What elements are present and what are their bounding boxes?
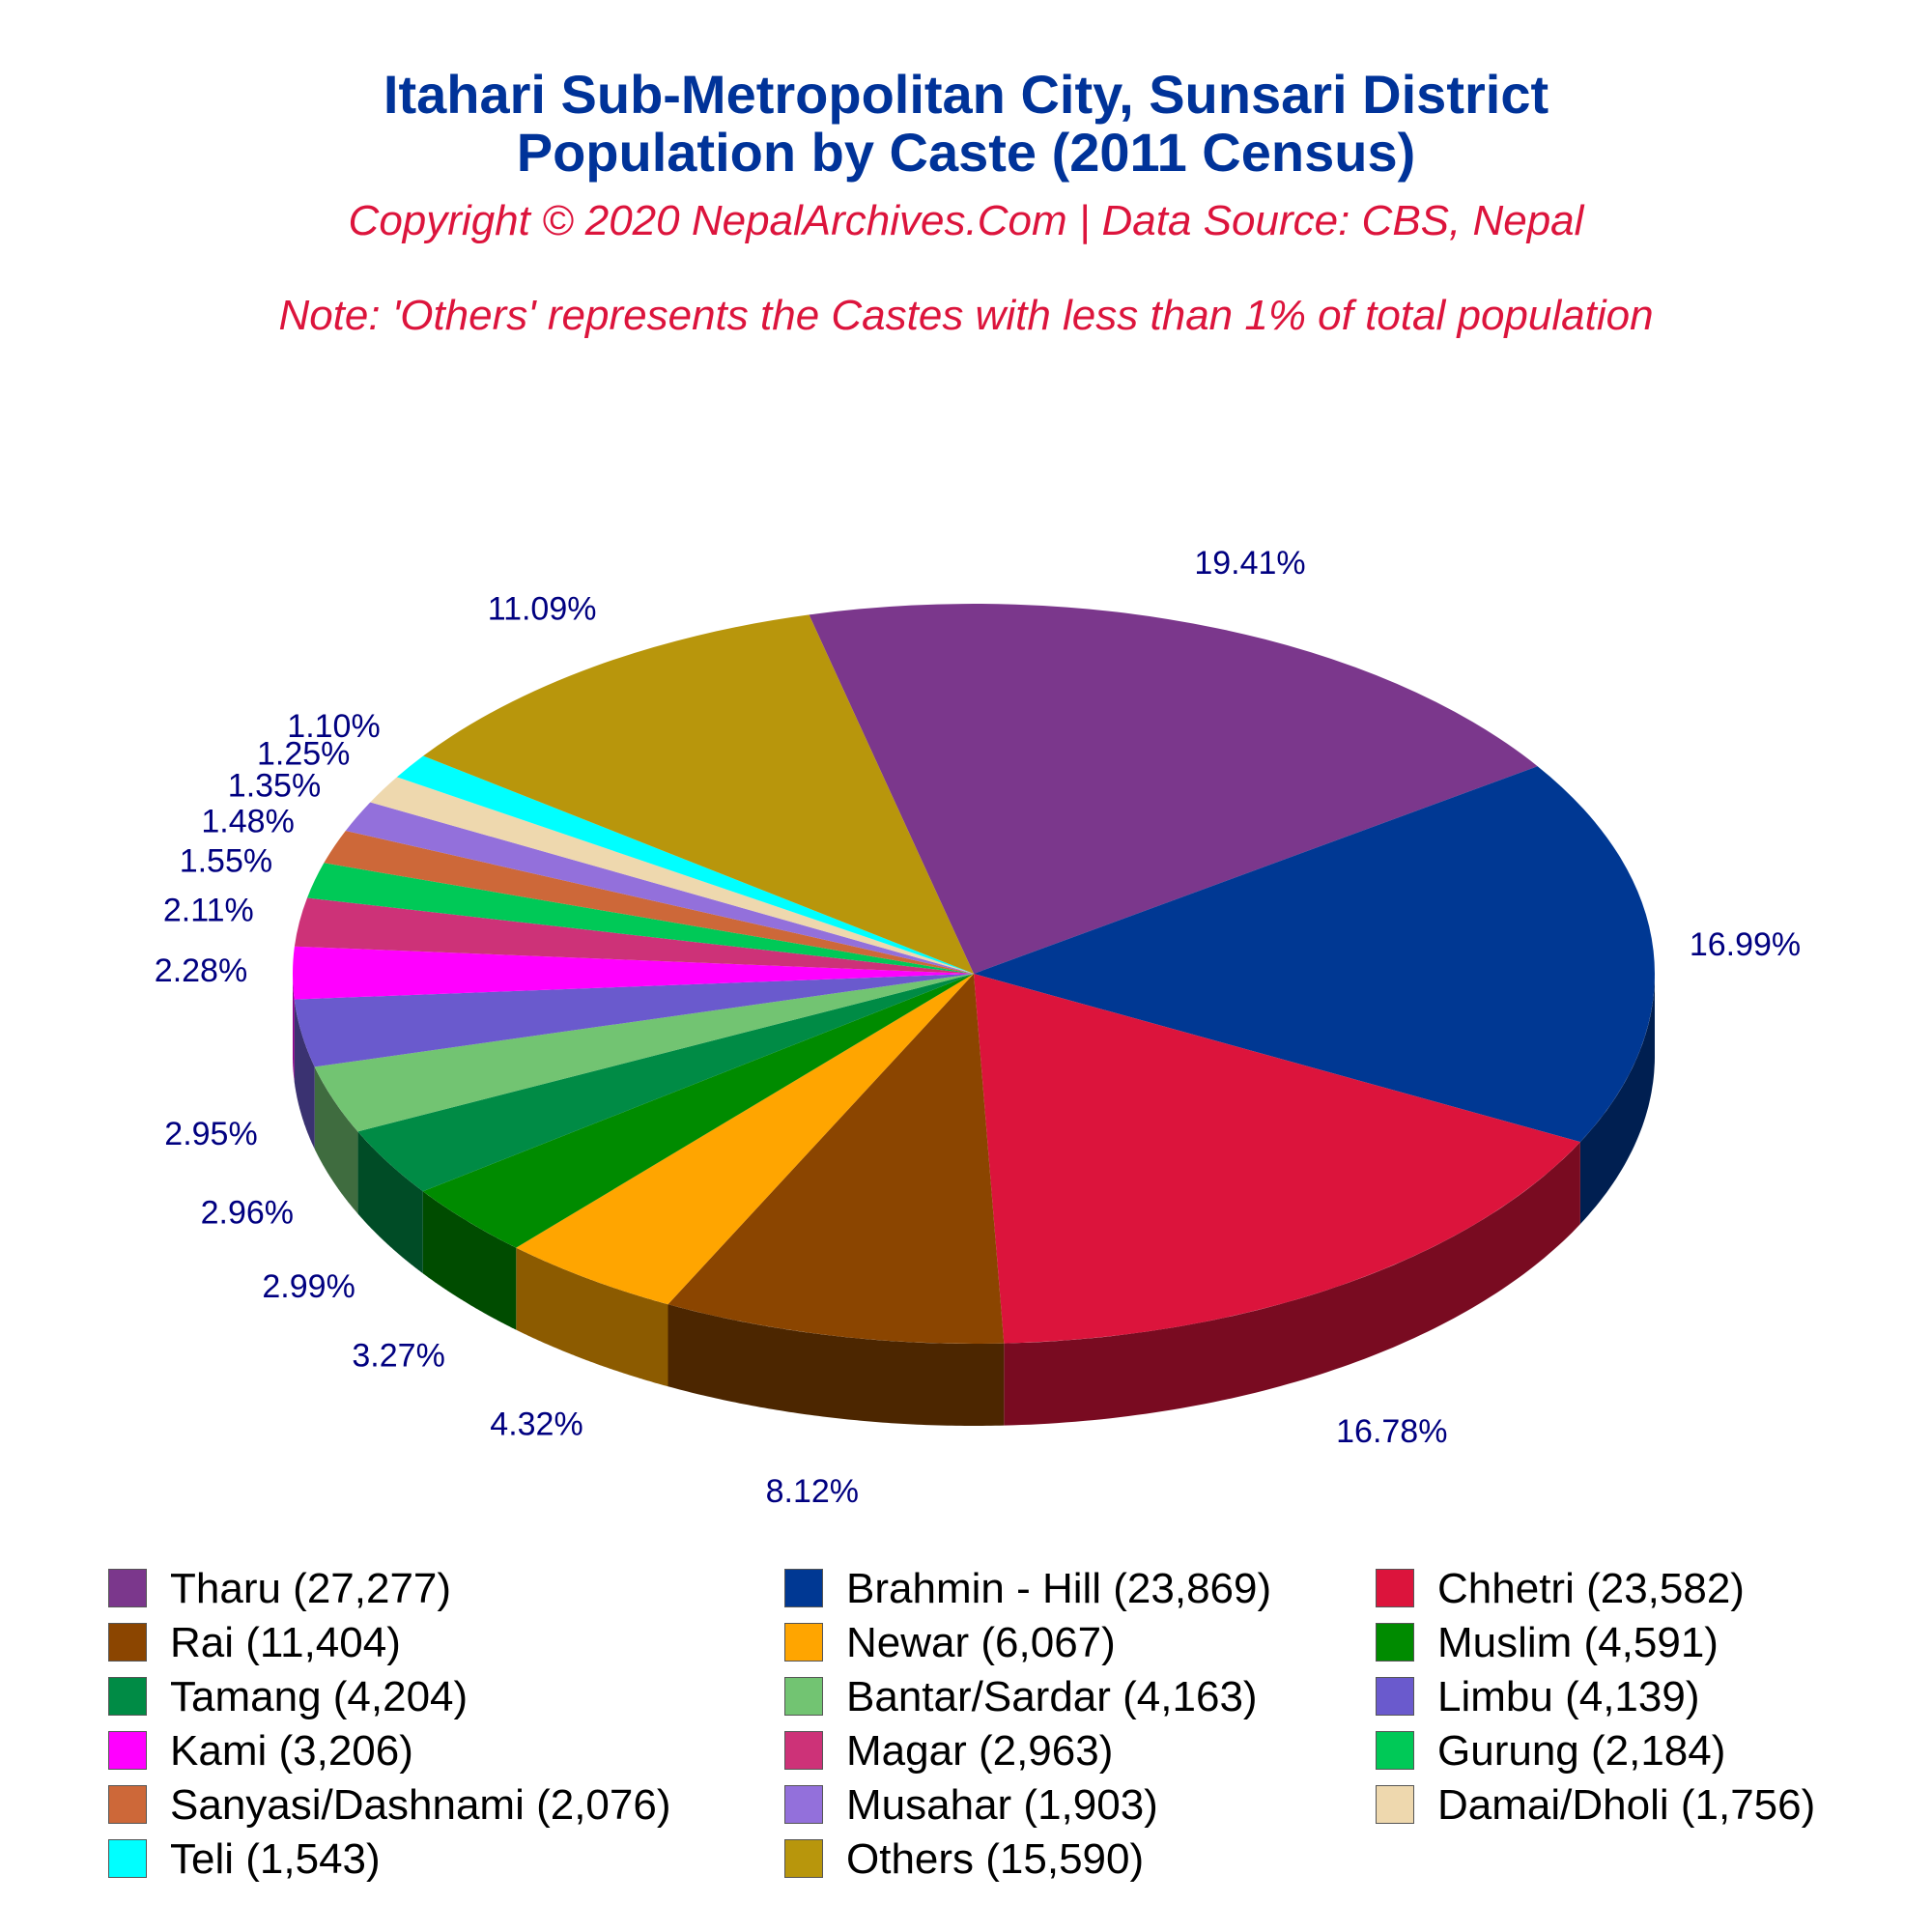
pie-slice-tamang — [357, 974, 974, 1192]
legend-label: Limbu (4,139) — [1437, 1673, 1700, 1720]
pie-label-gurung: 1.55% — [180, 843, 272, 880]
legend-label: Bantar/Sardar (4,163) — [846, 1673, 1258, 1720]
pie-label-teli: 1.10% — [287, 708, 380, 745]
legend-swatch — [784, 1839, 823, 1878]
pie-side-muslim — [422, 1191, 517, 1330]
legend-label: Gurung (2,184) — [1437, 1727, 1726, 1775]
legend-swatch — [1376, 1677, 1414, 1716]
pie-slice-damai-dholi — [370, 777, 974, 974]
legend-swatch — [1376, 1731, 1414, 1770]
pie-side-limbu — [294, 999, 315, 1150]
legend-swatch — [784, 1623, 823, 1662]
legend-swatch — [108, 1677, 147, 1716]
pie-label-chhetri: 16.78% — [1336, 1413, 1447, 1450]
pie-label-limbu: 2.95% — [164, 1116, 257, 1152]
pie-slice-limbu — [294, 974, 974, 1067]
pie-slice-rai — [668, 974, 1005, 1344]
pie-side-bantar-sardar — [314, 1066, 358, 1214]
legend-swatch — [784, 1785, 823, 1824]
legend-label: Newar (6,067) — [846, 1619, 1116, 1666]
chart-title-line1: Itahari Sub-Metropolitan City, Sunsari D… — [383, 64, 1549, 125]
legend-swatch — [1376, 1623, 1414, 1662]
pie-slice-sanyasi-dashnami — [324, 831, 974, 974]
legend-label: Teli (1,543) — [170, 1835, 381, 1883]
note-text: Note: 'Others' represents the Castes wit… — [278, 292, 1654, 339]
pie-slice-newar — [516, 974, 974, 1305]
pie-slice-brahmin-hill — [974, 766, 1655, 1143]
pie-slice-gurung — [307, 863, 974, 974]
pie-slice-musahar — [345, 802, 974, 974]
legend-swatch — [108, 1731, 147, 1770]
pie-side-newar — [516, 1247, 668, 1387]
pie-label-muslim: 3.27% — [352, 1337, 444, 1374]
legend-swatch — [108, 1623, 147, 1662]
legend-label: Musahar (1,903) — [846, 1781, 1158, 1829]
pie-label-kami: 2.28% — [155, 952, 247, 989]
chart-title-line2: Population by Caste (2011 Census) — [516, 122, 1416, 183]
legend-swatch — [784, 1569, 823, 1607]
legend-label: Brahmin - Hill (23,869) — [846, 1565, 1272, 1612]
legend-label: Chhetri (23,582) — [1437, 1565, 1745, 1612]
pie-slice-muslim — [422, 974, 974, 1248]
legend-label: Damai/Dholi (1,756) — [1437, 1781, 1816, 1829]
pie-label-newar: 4.32% — [490, 1406, 582, 1443]
legend-swatch — [108, 1839, 147, 1878]
pie-slice-kami — [292, 946, 974, 1000]
pie-label-sanyasi-dashnami: 1.48% — [201, 803, 294, 839]
legend-swatch — [108, 1785, 147, 1824]
pie-label-tharu: 19.41% — [1194, 545, 1305, 582]
pie-side-chhetri — [1004, 1142, 1580, 1426]
legend-label: Rai (11,404) — [170, 1619, 401, 1666]
copyright-text: Copyright © 2020 NepalArchives.Com | Dat… — [348, 197, 1584, 244]
pie-slice-chhetri — [974, 974, 1580, 1344]
pie-label-bantar-sardar: 2.96% — [201, 1194, 294, 1231]
legend-label: Others (15,590) — [846, 1835, 1145, 1883]
pie-label-brahmin-hill: 16.99% — [1690, 926, 1801, 963]
legend-label: Muslim (4,591) — [1437, 1619, 1719, 1666]
pie-slice-bantar-sardar — [314, 974, 974, 1132]
pie-side-brahmin-hill — [1579, 975, 1655, 1225]
legend-swatch — [784, 1731, 823, 1770]
pie-slice-others — [423, 614, 975, 974]
legend-label: Tharu (27,277) — [170, 1565, 452, 1612]
pie-slice-magar — [294, 897, 974, 974]
legend-swatch — [108, 1569, 147, 1607]
legend-swatch — [784, 1677, 823, 1716]
pie-slice-teli — [396, 755, 974, 974]
pie-side-kami — [293, 974, 295, 1082]
pie-percent-labels: 19.41% 16.99% 16.78% 8.12% 4.32% 3.27% 2.99% 2.… — [155, 545, 1801, 1510]
legend-label: Tamang (4,204) — [170, 1673, 469, 1720]
pie-label-damai-dholi: 1.25% — [257, 735, 350, 772]
legend-swatch — [1376, 1569, 1414, 1607]
pie-label-tamang: 2.99% — [262, 1268, 355, 1305]
pie-label-others: 11.09% — [488, 590, 597, 627]
pie-side-rai — [668, 1304, 1005, 1426]
pie-side-tamang — [357, 1131, 423, 1274]
legend-label: Kami (3,206) — [170, 1727, 413, 1775]
legend-label: Sanyasi/Dashnami (2,076) — [170, 1781, 671, 1829]
pie-label-magar: 2.11% — [163, 893, 254, 929]
pie-slice-tharu — [809, 604, 1538, 974]
pie-sides — [293, 974, 1655, 1426]
pie-slices — [292, 604, 1655, 1344]
legend-label: Magar (2,963) — [846, 1727, 1114, 1775]
legend-swatch — [1376, 1785, 1414, 1824]
pie-label-rai: 8.12% — [766, 1473, 859, 1510]
pie-label-musahar: 1.35% — [228, 767, 321, 804]
